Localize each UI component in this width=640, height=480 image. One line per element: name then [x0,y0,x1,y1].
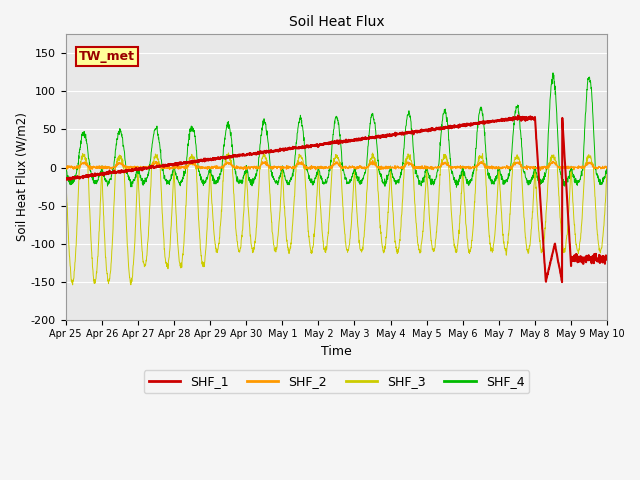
Y-axis label: Soil Heat Flux (W/m2): Soil Heat Flux (W/m2) [15,113,28,241]
SHF_2 [494,166,502,171]
SHF_2 [556,164,564,170]
SHF_4 [212,180,220,186]
SHF_2 [212,165,220,171]
SHF_2 [364,165,371,170]
SHF_3 [213,246,221,252]
Legend: SHF_1, SHF_2, SHF_3, SHF_4: SHF_1, SHF_2, SHF_3, SHF_4 [143,371,529,394]
SHF_4 [604,167,611,172]
SHF_3 [571,228,579,234]
Text: TW_met: TW_met [79,50,135,63]
SHF_2 [369,157,376,163]
SHF_1 [212,155,220,161]
SHF_3 [604,164,611,169]
Line: SHF_2: SHF_2 [66,160,607,170]
SHF_3 [494,180,502,186]
SHF_1 [571,258,579,264]
SHF_4 [62,166,70,172]
SHF_3 [62,164,70,170]
Line: SHF_4: SHF_4 [66,73,607,187]
SHF_2 [352,164,360,170]
SHF_3 [556,207,564,213]
Title: Soil Heat Flux: Soil Heat Flux [289,15,384,29]
SHF_2 [604,165,611,170]
SHF_1 [604,254,611,260]
SHF_4 [556,165,564,170]
SHF_4 [494,167,502,173]
SHF_4 [352,169,360,175]
SHF_4 [549,70,557,76]
SHF_2 [62,164,70,169]
SHF_2 [571,165,579,170]
SHF_4 [364,150,371,156]
SHF_3 [225,150,232,156]
SHF_1 [62,177,70,182]
SHF_4 [571,177,579,183]
SHF_4 [452,184,460,190]
SHF_3 [364,165,372,170]
SHF_1 [352,137,360,143]
SHF_1 [515,112,522,118]
SHF_3 [69,282,77,288]
X-axis label: Time: Time [321,345,352,358]
Line: SHF_1: SHF_1 [66,115,607,282]
SHF_1 [558,279,566,285]
SHF_3 [353,200,360,206]
SHF_1 [493,118,501,123]
SHF_1 [364,135,371,141]
SHF_2 [536,168,544,173]
SHF_1 [556,265,563,271]
Line: SHF_3: SHF_3 [66,153,607,285]
